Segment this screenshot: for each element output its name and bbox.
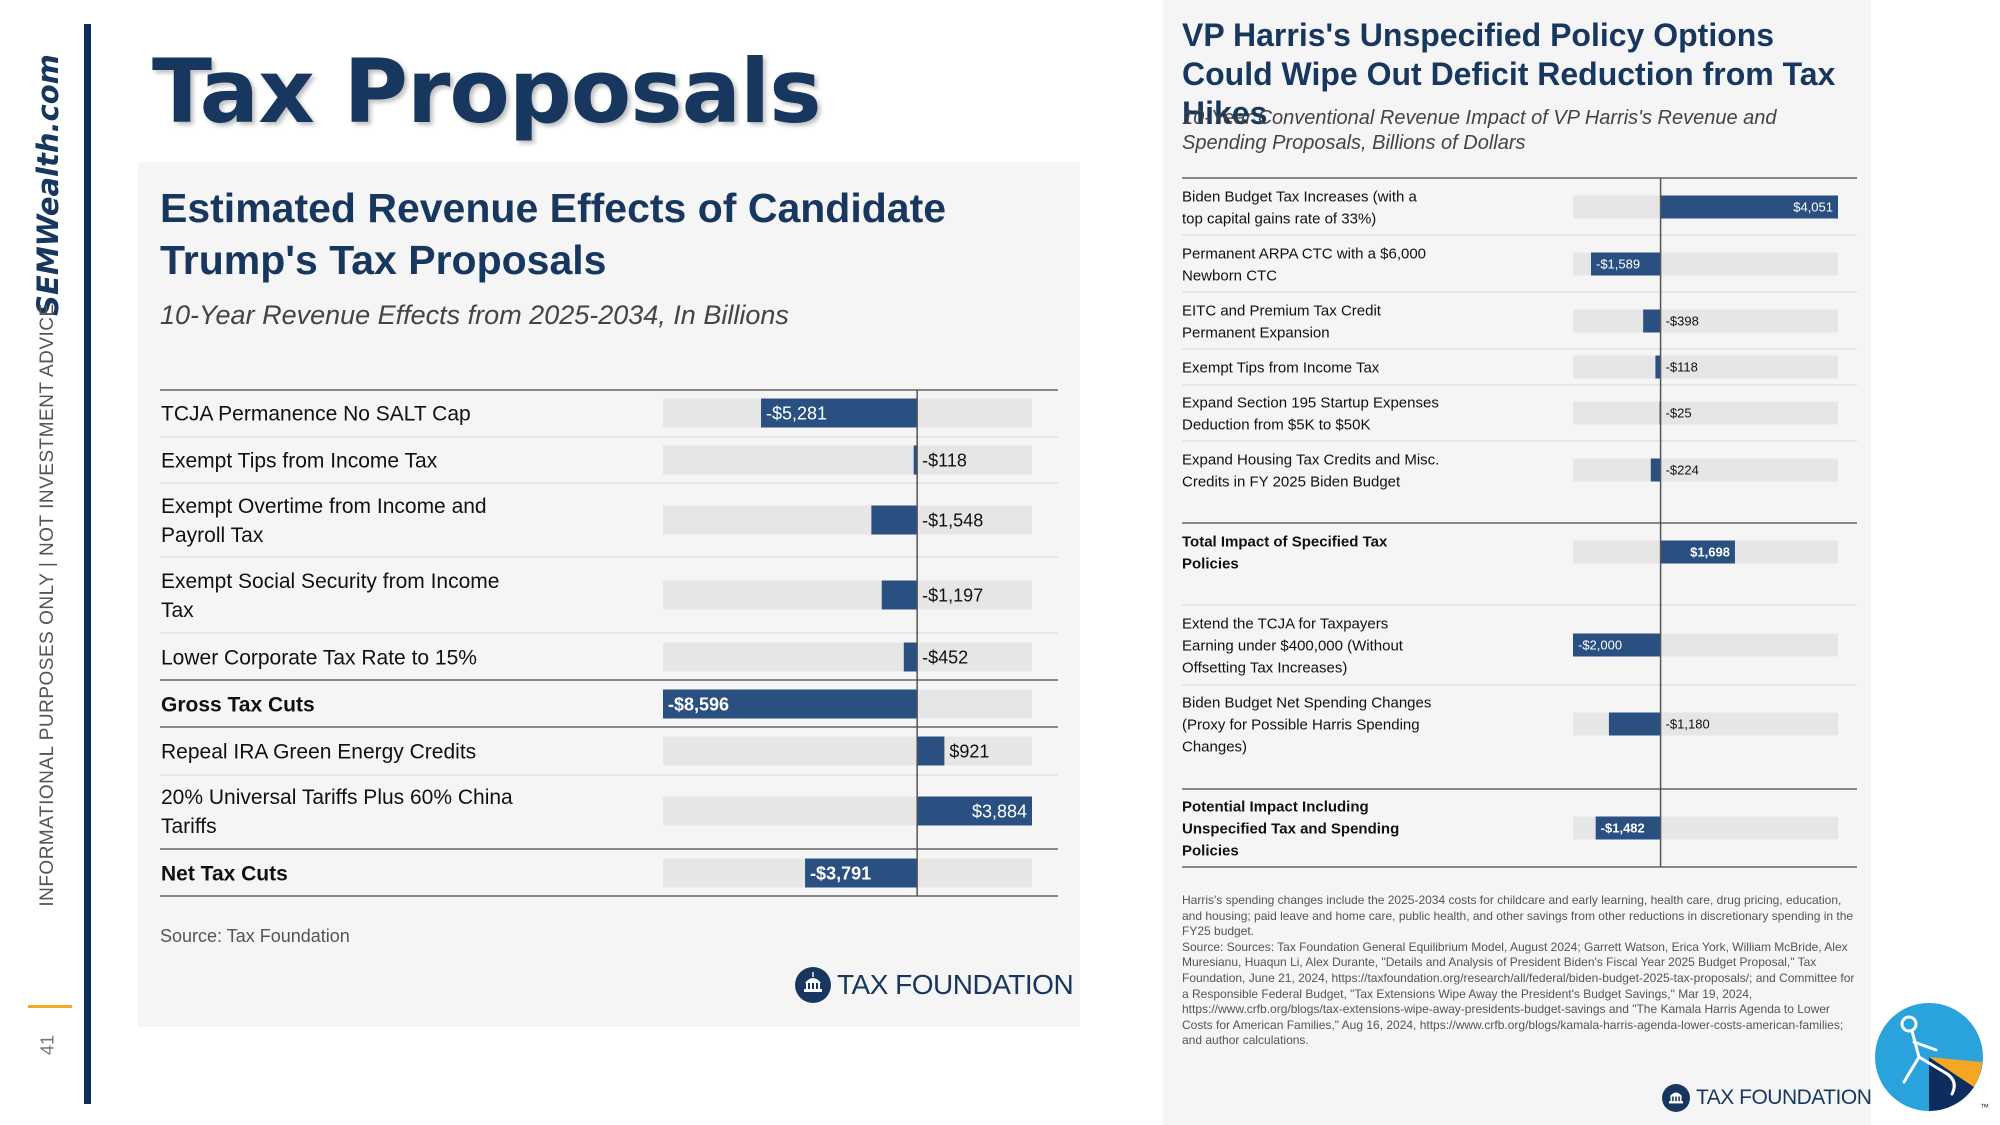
logo-text: TAX FOUNDATION — [1696, 1086, 1872, 1109]
left-row-label: Tax — [161, 599, 194, 622]
left-row-label: Exempt Overtime from Income and — [161, 495, 487, 518]
left-bar — [881, 580, 918, 610]
left-value-label: -$1,197 — [922, 585, 983, 605]
tax-foundation-logo-right: TAX FOUNDATION — [1662, 1084, 1872, 1112]
accent-line — [28, 1005, 72, 1008]
left-track — [663, 580, 1032, 610]
left-value-label: -$5,281 — [766, 403, 827, 423]
left-bar — [805, 858, 918, 888]
left-bar — [871, 505, 918, 535]
vertical-divider — [84, 24, 91, 1104]
left-chart-subtitle: 10-Year Revenue Effects from 2025-2034, … — [160, 300, 789, 330]
right-chart-title: VP Harris's Unspecified Policy Options C… — [1182, 17, 1836, 131]
left-row-label: Exempt Social Security from Income — [161, 570, 499, 593]
left-row-label: Lower Corporate Tax Rate to 15% — [161, 646, 477, 669]
left-row-label: TCJA Permanence No SALT Cap — [161, 402, 471, 425]
left-row-label: Payroll Tax — [161, 524, 264, 547]
left-bar — [917, 796, 1032, 826]
right-chart-subtitle: 10-Year Conventional Revenue Impact of V… — [1182, 107, 1777, 154]
left-row-label: Gross Tax Cuts — [161, 693, 315, 716]
left-row-label: Repeal IRA Green Energy Credits — [161, 740, 476, 763]
left-track — [663, 642, 1032, 672]
capitol-icon — [1662, 1084, 1690, 1112]
left-bar — [761, 398, 918, 428]
left-value-label: -$118 — [922, 450, 967, 470]
left-value-label: $921 — [949, 741, 989, 761]
right-notes: Harris's spending changes include the 20… — [1182, 893, 1855, 1048]
left-bar — [903, 642, 918, 672]
left-row-label: Net Tax Cuts — [161, 862, 288, 885]
left-bar — [913, 445, 918, 475]
page-title: Tax Proposals — [152, 40, 822, 143]
left-chart-title: Estimated Revenue Effects of Candidate T… — [160, 185, 947, 283]
left-row-label: Tariffs — [161, 815, 217, 838]
semwealth-logo-icon — [1875, 1003, 1983, 1112]
left-track — [663, 736, 1032, 766]
capitol-icon — [795, 967, 831, 1003]
left-track — [663, 505, 1032, 535]
left-value-label: -$8,596 — [668, 694, 729, 714]
left-row-label: 20% Universal Tariffs Plus 60% China — [161, 786, 513, 809]
left-bar — [663, 689, 918, 719]
left-track — [663, 445, 1032, 475]
trademark: ™ — [1980, 1102, 1989, 1112]
left-value-label: -$452 — [922, 647, 968, 667]
left-row-label: Exempt Tips from Income Tax — [161, 449, 438, 472]
sidebar: SEMWealth.com INFORMATIONAL PURPOSES ONL… — [0, 0, 91, 1125]
left-value-label: $3,884 — [972, 801, 1027, 821]
left-bar — [917, 736, 945, 766]
left-value-label: -$3,791 — [810, 863, 871, 883]
left-source: Source: Tax Foundation — [160, 926, 350, 946]
logo-text: TAX FOUNDATION — [837, 969, 1074, 1000]
left-value-label: -$1,548 — [922, 510, 983, 530]
tax-foundation-logo-left: TAX FOUNDATION — [795, 967, 1074, 1003]
